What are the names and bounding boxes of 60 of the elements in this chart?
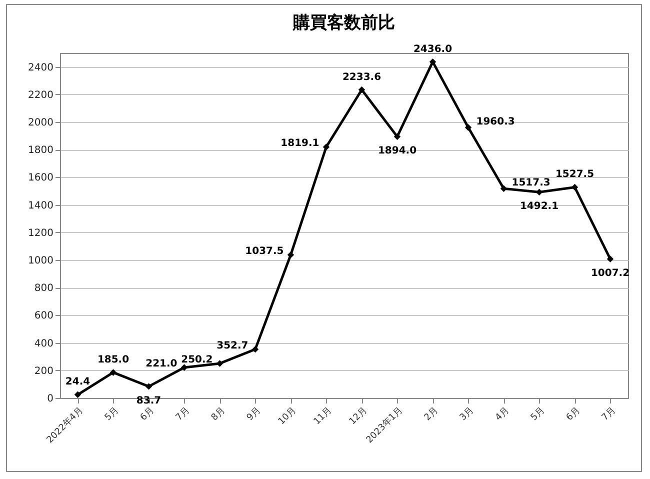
- x-tick-label: 7月: [174, 406, 192, 423]
- y-tick-label: 200: [34, 366, 54, 377]
- point: [287, 251, 294, 258]
- x-tick-label: 5月: [529, 406, 547, 423]
- y-tick-label: 2400: [28, 62, 54, 74]
- data-label: 24.4: [65, 376, 90, 388]
- point: [429, 58, 436, 66]
- y-tick-label: 600: [34, 310, 54, 322]
- x-tick-label: 12月: [348, 406, 370, 428]
- y-tick-label: 800: [34, 283, 54, 294]
- x-tick-label: 2月: [422, 406, 440, 423]
- y-tick-label: 1400: [28, 200, 54, 212]
- point: [464, 124, 472, 131]
- point: [322, 144, 330, 150]
- data-label: 1517.3: [512, 178, 550, 189]
- data-label: 1007.2: [590, 268, 630, 280]
- x-tick-label: 10月: [276, 406, 298, 428]
- data-label: 1894.0: [378, 146, 417, 157]
- chart-title: 購買客数前比: [292, 12, 395, 33]
- point: [606, 256, 614, 262]
- x-tick-label: 7月: [600, 406, 618, 423]
- data-label: 1492.1: [520, 201, 559, 212]
- point: [180, 364, 188, 371]
- y-tick-label: 0: [47, 394, 54, 404]
- data-label: 1819.1: [280, 138, 320, 149]
- x-tick-label: 4月: [494, 406, 512, 423]
- data-label: 250.2: [181, 354, 213, 366]
- y-tick-label: 1200: [28, 228, 54, 239]
- x-tick-label: 11月: [312, 406, 334, 428]
- data-label: 352.7: [216, 340, 248, 352]
- y-tick-label: 1600: [28, 172, 54, 184]
- data-label: 2436.0: [413, 44, 452, 55]
- x-tick-label: 3月: [458, 406, 476, 423]
- y-tick-label: 400: [34, 338, 54, 350]
- point: [216, 360, 224, 367]
- data-label: 1960.3: [476, 116, 515, 128]
- point: [500, 185, 508, 192]
- point: [110, 369, 117, 376]
- point: [536, 188, 543, 196]
- point: [571, 184, 578, 191]
- y-tick-label: 2200: [28, 90, 54, 101]
- x-tick-label: 9月: [245, 406, 263, 423]
- y-tick-label: 2000: [28, 118, 54, 128]
- x-tick-label: 6月: [564, 406, 582, 423]
- point: [394, 133, 401, 140]
- data-label: 185.0: [97, 354, 130, 366]
- y-tick-label: 1000: [28, 256, 54, 266]
- data-label: 83.7: [136, 395, 162, 406]
- point: [74, 391, 82, 398]
- x-tick-label: 6月: [138, 406, 156, 423]
- data-label: 1527.5: [555, 169, 594, 180]
- x-tick-label: 8月: [210, 406, 228, 423]
- data-label: 1037.5: [245, 246, 284, 257]
- y-tick-label: 1800: [28, 145, 54, 156]
- point: [252, 346, 259, 353]
- point: [145, 383, 152, 390]
- x-tick-label: 5月: [103, 406, 121, 423]
- data-label: 2233.6: [342, 72, 382, 83]
- data-label: 221.0: [146, 358, 178, 370]
- point: [358, 86, 366, 94]
